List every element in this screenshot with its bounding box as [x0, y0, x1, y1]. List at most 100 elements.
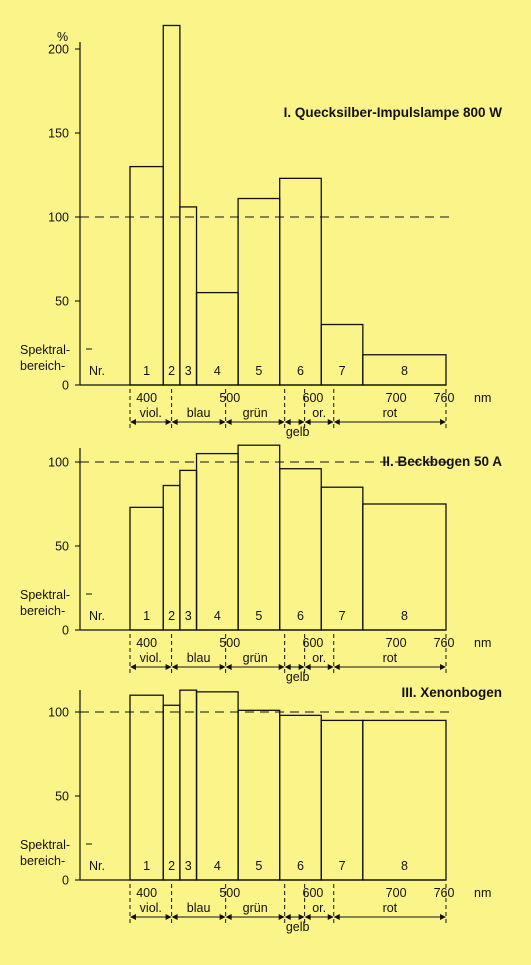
x-tick-label: 700 [386, 391, 407, 405]
x-unit-label: nm [474, 636, 491, 650]
color-range-arrow-head-right [219, 419, 226, 425]
band-number-label: 5 [255, 609, 262, 623]
color-range-arrow-head-right [219, 914, 226, 920]
bar-band-5 [237, 444, 281, 631]
color-range-arrow-head-left [333, 419, 340, 425]
color-range-arrow-head-left [225, 664, 232, 670]
band-number-label: 3 [185, 364, 192, 378]
bar-band-6 [279, 468, 322, 631]
color-label-3: or. [312, 406, 326, 420]
row-label-nr: Nr. [89, 859, 105, 873]
band-number-label: 7 [339, 609, 346, 623]
y-tick-label: 150 [48, 127, 69, 141]
color-range-arrow-gelb-head-left [284, 419, 291, 425]
color-range-arrow-head-right [165, 664, 172, 670]
bar-band-1 [129, 694, 164, 881]
chart-title: I. Quecksilber-Impulslampe 800 W [284, 105, 503, 120]
band-number-label: 2 [168, 364, 175, 378]
x-tick-label: 760 [434, 391, 455, 405]
x-tick-label: 760 [434, 886, 455, 900]
band-number-label: 6 [297, 364, 304, 378]
x-tick-label: 760 [434, 636, 455, 650]
bar-band-4 [195, 691, 239, 881]
color-range-arrow-head-left [304, 419, 311, 425]
color-label-4: rot [383, 901, 398, 915]
color-range-arrow-head-left [333, 664, 340, 670]
color-range-arrow-head-right [327, 419, 334, 425]
color-label-2: grün [243, 406, 268, 420]
band-number-label: 3 [185, 859, 192, 873]
color-range-arrow-gelb-head-left [284, 914, 291, 920]
y-tick-label: 100 [48, 211, 69, 225]
bar-band-4 [195, 452, 239, 631]
color-range-arrow-head-left [333, 914, 340, 920]
x-unit-label: nm [474, 886, 491, 900]
band-number-label: 2 [168, 609, 175, 623]
bar-band-5 [237, 197, 281, 386]
x-tick-label: 700 [386, 886, 407, 900]
band-number-label: 1 [143, 364, 150, 378]
band-number-label: 8 [401, 859, 408, 873]
band-number-label: 6 [297, 859, 304, 873]
color-range-arrow-head-left [171, 664, 178, 670]
row-label-bereich: bereich- [20, 604, 65, 618]
y-tick-label: 100 [48, 706, 69, 720]
color-label-2: grün [243, 651, 268, 665]
bar-band-8 [362, 354, 447, 386]
chart-1: I. Quecksilber-Impulslampe 800 W%2001501… [20, 24, 503, 439]
x-tick-label: 600 [303, 886, 324, 900]
bar-band-6 [279, 714, 322, 881]
color-range-arrow-gelb-head-left [284, 664, 291, 670]
bar-band-2 [162, 24, 181, 386]
band-number-label: 2 [168, 859, 175, 873]
color-range-arrow-head-right [440, 664, 446, 670]
bar-band-7 [320, 719, 364, 881]
band-number-label: 1 [143, 859, 150, 873]
color-label-4: rot [383, 406, 398, 420]
color-range-arrow-gelb-head-right [298, 419, 305, 425]
band-number-label: 4 [214, 859, 221, 873]
x-tick-label: 500 [219, 391, 240, 405]
color-label-1: blau [187, 651, 211, 665]
color-range-arrow-head-left [304, 664, 311, 670]
color-range-arrow-head-right [327, 664, 334, 670]
color-label-gelb: gelb [286, 425, 310, 439]
band-number-label: 8 [401, 609, 408, 623]
bar-band-8 [362, 719, 447, 881]
band-number-label: 8 [401, 364, 408, 378]
bar-band-8 [362, 503, 447, 631]
row-label-bereich: bereich- [20, 854, 65, 868]
chart-2: II. Beckbogen 50 A100500Spektral-bereich… [20, 444, 502, 684]
color-range-arrow-head-left [225, 914, 232, 920]
bar-band-3 [179, 206, 198, 386]
y-tick-label: 0 [62, 874, 69, 888]
x-tick-label: 500 [219, 636, 240, 650]
color-range-arrow-head-left [130, 914, 136, 920]
x-unit-label: nm [474, 391, 491, 405]
x-tick-label: 400 [136, 636, 157, 650]
color-range-arrow-head-right [278, 664, 285, 670]
bar-band-3 [179, 689, 198, 881]
x-tick-label: 700 [386, 636, 407, 650]
row-label-nr: Nr. [89, 364, 105, 378]
row-label-nr: Nr. [89, 609, 105, 623]
color-range-arrow-head-left [304, 914, 311, 920]
color-label-0: viol. [140, 901, 162, 915]
row-label-spektral: Spektral- [20, 838, 70, 852]
color-label-1: blau [187, 406, 211, 420]
color-range-arrow-head-left [171, 419, 178, 425]
color-label-4: rot [383, 651, 398, 665]
band-number-label: 7 [339, 859, 346, 873]
bar-band-6 [279, 177, 322, 386]
color-label-0: viol. [140, 651, 162, 665]
band-number-label: 7 [339, 364, 346, 378]
color-label-3: or. [312, 901, 326, 915]
y-tick-label: 200 [48, 43, 69, 57]
band-number-label: 3 [185, 609, 192, 623]
color-label-1: blau [187, 901, 211, 915]
y-tick-label: 50 [55, 790, 69, 804]
row-label-spektral: Spektral- [20, 343, 70, 357]
y-tick-label: 50 [55, 295, 69, 309]
color-range-arrow-head-right [440, 419, 446, 425]
